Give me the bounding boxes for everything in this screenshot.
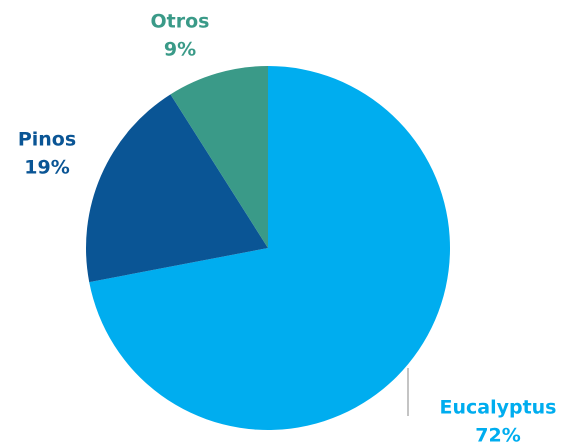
slice-value-label: 9%: [164, 39, 196, 61]
slice-value-label: 19%: [24, 157, 69, 179]
slice-label: Eucalyptus: [439, 397, 556, 419]
slice-label: Pinos: [18, 129, 76, 151]
slice-label: Otros: [151, 11, 210, 33]
pie-slice: [86, 94, 268, 283]
pie-slice: [170, 66, 268, 248]
slice-value-label: 72%: [475, 425, 520, 445]
pie-slice: [89, 66, 451, 430]
